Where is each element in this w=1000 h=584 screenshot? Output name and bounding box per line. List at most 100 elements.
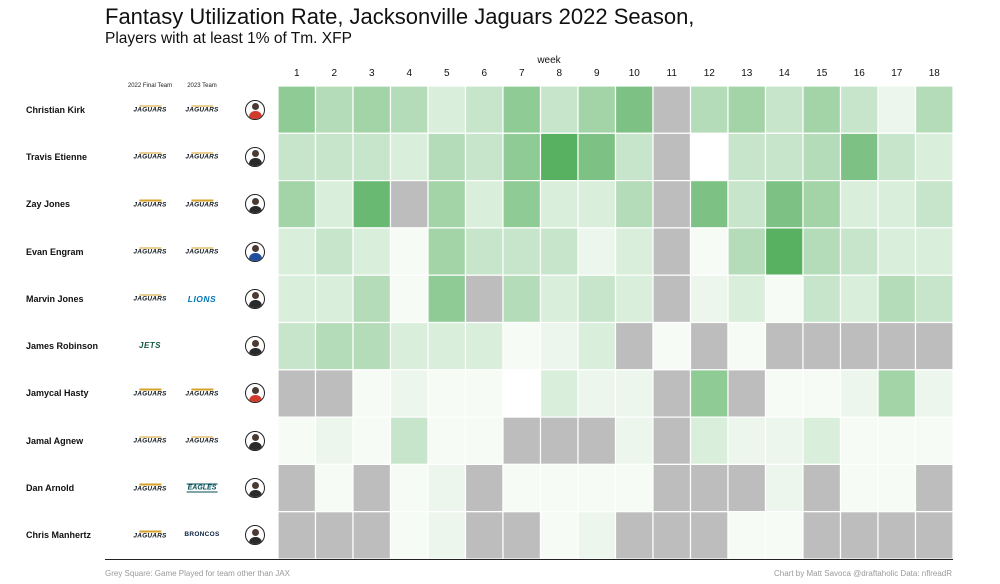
- team-2022-logo-james-robinson: JETS: [138, 341, 162, 351]
- heatmap-cell-jamycal-hasty-week-11: [652, 369, 692, 418]
- week-tick-10: 10: [628, 68, 640, 79]
- heatmap-cell-zay-jones-week-6: [464, 180, 504, 229]
- heatmap-cell-evan-engram-week-7: [502, 227, 542, 276]
- heatmap-cell-james-robinson-week-16: [839, 321, 879, 371]
- heatmap-cell-chris-manhertz-week-6: [464, 511, 504, 560]
- heatmap-cell-zay-jones-week-13: [727, 180, 767, 229]
- heatmap-cell-evan-engram-week-15: [802, 227, 842, 276]
- heatmap-cell-jamal-agnew-week-18: [914, 416, 954, 466]
- team-2023-logo-chris-manhertz: BRONCOS: [184, 531, 220, 539]
- heatmap-cell-james-robinson-week-17: [877, 321, 917, 371]
- player-headshot-icon-jamycal-hasty: [245, 383, 265, 404]
- week-tick-8: 8: [556, 68, 563, 79]
- team-2023-logo-jamycal-hasty: JAGUARS: [185, 388, 219, 398]
- heatmap-cell-marvin-jones-week-10: [614, 274, 654, 324]
- team-2023-logo-evan-engram: JAGUARS: [185, 247, 219, 256]
- heatmap-cell-chris-manhertz-week-9: [577, 511, 617, 560]
- heatmap-cell-dan-arnold-week-3: [352, 463, 392, 513]
- heatmap-cell-evan-engram-week-1: [277, 227, 317, 276]
- heatmap-cell-marvin-jones-week-5: [427, 274, 467, 324]
- week-tick-11: 11: [666, 68, 677, 79]
- team-2022-logo-jamal-agnew: JAGUARS: [133, 436, 167, 445]
- player-name-zay-jones: Zay Jones: [26, 199, 71, 210]
- heatmap-cell-chris-manhertz-week-1: [277, 511, 317, 560]
- footer-note: Grey Square: Game Played for team other …: [105, 569, 290, 578]
- heatmap-cell-christian-kirk-week-2: [314, 85, 354, 134]
- heatmap-cell-chris-manhertz-week-2: [314, 511, 354, 560]
- week-tick-16: 16: [853, 68, 865, 79]
- team-2023-logo-travis-etienne: JAGUARS: [185, 152, 219, 161]
- heatmap-cell-jamycal-hasty-week-6: [464, 369, 504, 418]
- heatmap-cell-dan-arnold-week-1: [277, 463, 317, 513]
- heatmap-cell-dan-arnold-week-11: [652, 463, 692, 513]
- x-axis-label: week: [537, 55, 561, 66]
- heatmap-cell-dan-arnold-week-8: [539, 463, 579, 513]
- heatmap-cell-marvin-jones-week-16: [839, 274, 879, 324]
- player-name-jamal-agnew: Jamal Agnew: [26, 435, 84, 446]
- heatmap-cell-chris-manhertz-week-8: [539, 511, 579, 560]
- heatmap-cell-marvin-jones-week-11: [652, 274, 692, 324]
- heatmap-cell-jamycal-hasty-week-5: [427, 369, 467, 418]
- player-headshot-icon-evan-engram: [245, 241, 265, 262]
- team-2023-logo-marvin-jones: LIONS: [187, 293, 217, 304]
- heatmap-cell-james-robinson-week-5: [427, 321, 467, 371]
- week-tick-14: 14: [778, 68, 790, 79]
- heatmap-cell-evan-engram-week-13: [727, 227, 767, 276]
- heatmap-cell-jamycal-hasty-week-9: [577, 369, 617, 418]
- heatmap-cell-chris-manhertz-week-13: [727, 511, 767, 560]
- heatmap-cell-evan-engram-week-10: [614, 227, 654, 276]
- heatmap-cell-chris-manhertz-week-3: [352, 511, 392, 560]
- heatmap-cell-zay-jones-week-8: [539, 180, 579, 229]
- heatmap-cell-christian-kirk-week-8: [539, 85, 579, 134]
- team-2022-logo-zay-jones: JAGUARS: [133, 199, 167, 209]
- heatmap-cell-christian-kirk-week-5: [427, 85, 467, 134]
- player-headshot-icon-travis-etienne: [245, 146, 265, 167]
- heatmap-cell-jamycal-hasty-week-10: [614, 369, 654, 418]
- week-tick-9: 9: [593, 68, 600, 79]
- player-name-jamycal-hasty: Jamycal Hasty: [26, 388, 89, 399]
- heatmap-cell-travis-etienne-week-1: [277, 132, 317, 182]
- week-tick-6: 6: [481, 68, 488, 79]
- heatmap-cell-chris-manhertz-week-7: [502, 511, 542, 560]
- heatmap-cell-jamal-agnew-week-15: [802, 416, 842, 466]
- heatmap-cell-travis-etienne-week-12: [689, 132, 729, 182]
- heatmap-cell-travis-etienne-week-9: [577, 132, 617, 182]
- team-2022-logo-chris-manhertz: JAGUARS: [133, 530, 167, 540]
- heatmap-cell-zay-jones-week-7: [502, 180, 542, 229]
- team-2022-logo-christian-kirk: JAGUARS: [133, 105, 167, 114]
- team-2023-logo-jamal-agnew: JAGUARS: [185, 436, 219, 445]
- heatmap-cell-dan-arnold-week-12: [689, 463, 729, 513]
- heatmap-cell-travis-etienne-week-15: [802, 132, 842, 182]
- heatmap-cell-travis-etienne-week-13: [727, 132, 767, 182]
- heatmap-cell-chris-manhertz-week-4: [389, 511, 429, 560]
- footer-credits: Chart by Matt Savoca @draftaholic Data: …: [774, 569, 952, 578]
- heatmap-cell-christian-kirk-week-6: [464, 85, 504, 134]
- week-tick-15: 15: [816, 68, 828, 79]
- heatmap-cell-marvin-jones-week-3: [352, 274, 392, 324]
- player-name-travis-etienne: Travis Etienne: [26, 151, 88, 162]
- heatmap-cell-evan-engram-week-16: [839, 227, 879, 276]
- heatmap-cell-james-robinson-week-14: [764, 321, 804, 371]
- heatmap-cell-evan-engram-week-9: [577, 227, 617, 276]
- heatmap-cell-zay-jones-week-17: [877, 180, 917, 229]
- player-name-marvin-jones: Marvin Jones: [26, 293, 84, 304]
- heatmap-cell-marvin-jones-week-15: [802, 274, 842, 324]
- heatmap-cell-jamycal-hasty-week-16: [839, 369, 879, 418]
- week-tick-12: 12: [703, 68, 715, 79]
- heatmap-cell-jamal-agnew-week-1: [277, 416, 317, 466]
- column-header-2023-team: 2023 Team: [187, 83, 217, 89]
- heatmap-cell-christian-kirk-week-15: [802, 85, 842, 134]
- heatmap-cell-james-robinson-week-13: [727, 321, 767, 371]
- heatmap-cell-zay-jones-week-3: [352, 180, 392, 229]
- week-tick-18: 18: [928, 68, 940, 79]
- week-tick-17: 17: [891, 68, 903, 79]
- heatmap-cell-jamycal-hasty-week-4: [389, 369, 429, 418]
- heatmap-cell-chris-manhertz-week-18: [914, 511, 954, 560]
- heatmap-cell-chris-manhertz-week-11: [652, 511, 692, 560]
- heatmap-cell-zay-jones-week-5: [427, 180, 467, 229]
- heatmap-cell-evan-engram-week-11: [652, 227, 692, 276]
- heatmap-cell-travis-etienne-week-17: [877, 132, 917, 182]
- heatmap-cell-jamycal-hasty-week-1: [277, 369, 317, 418]
- heatmap-cell-james-robinson-week-8: [539, 321, 579, 371]
